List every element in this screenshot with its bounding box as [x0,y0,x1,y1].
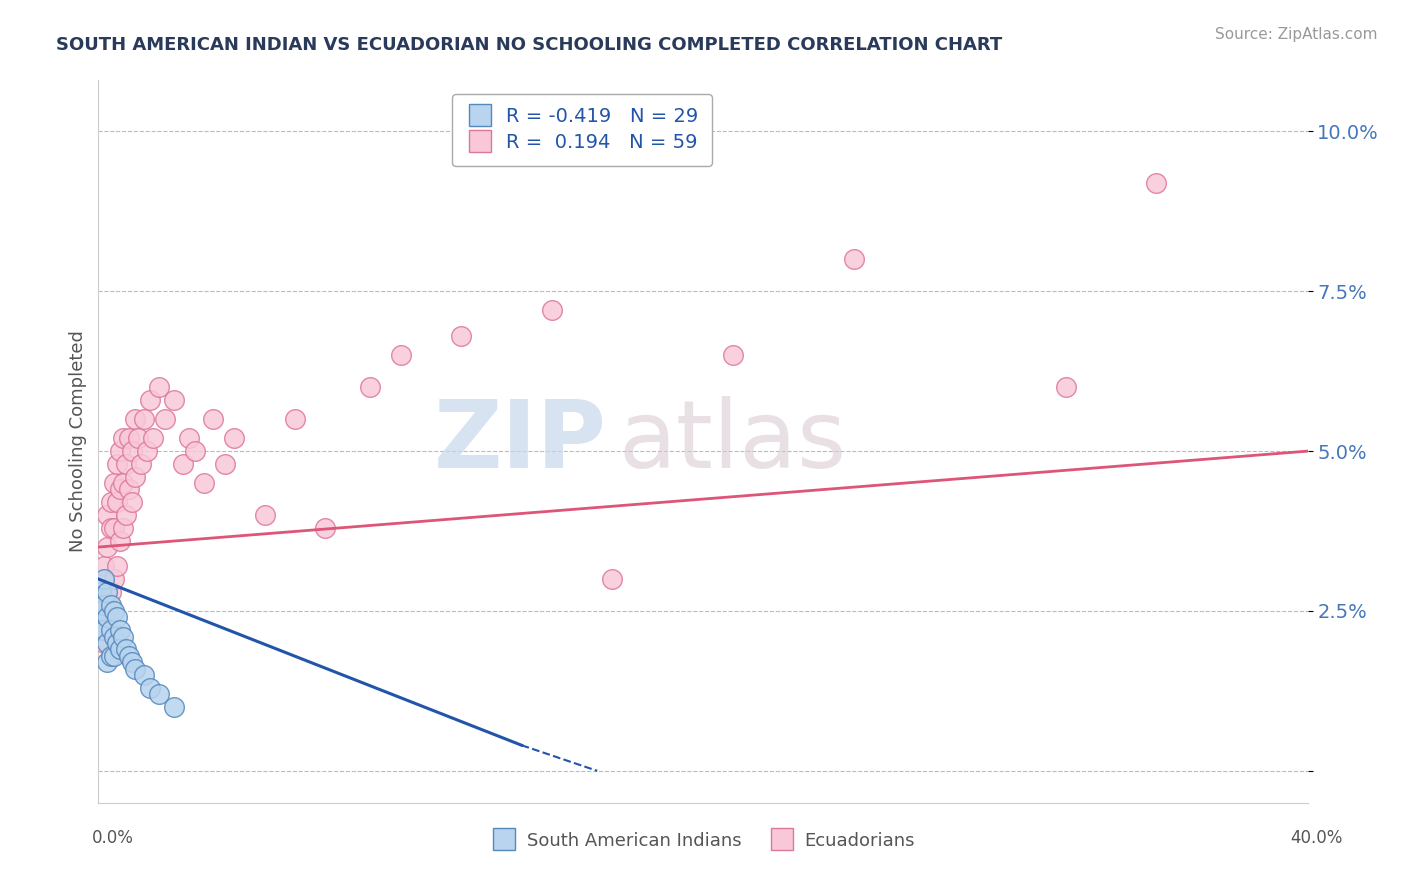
Point [129,457,152,471]
Point [114,508,136,522]
Point [93,584,115,599]
Y-axis label: No Schooling Completed: No Schooling Completed [69,331,87,552]
Point [142,431,165,445]
Point [153,412,176,426]
Point [111,431,134,445]
Point [202,412,225,426]
Point [100,521,122,535]
Point [360,380,382,394]
Point [121,444,143,458]
Point [100,584,122,599]
Point [135,444,157,458]
Point [105,495,128,509]
Point [132,668,155,682]
Point [96,584,118,599]
Point [163,392,186,407]
Point [114,457,136,471]
Point [108,444,131,458]
Point [90,584,112,599]
Text: ZIP: ZIP [433,395,606,488]
Text: 0.0%: 0.0% [91,829,134,847]
Point [844,252,866,267]
Point [127,431,149,445]
Point [90,623,112,637]
Point [389,348,412,362]
Point [179,431,201,445]
Point [314,521,336,535]
Text: Source: ZipAtlas.com: Source: ZipAtlas.com [1215,27,1378,42]
Point [93,559,115,574]
Point [108,483,131,497]
Point [100,495,122,509]
Point [118,483,141,497]
Point [121,655,143,669]
Point [103,572,125,586]
Point [214,457,236,471]
Text: SOUTH AMERICAN INDIAN VS ECUADORIAN NO SCHOOLING COMPLETED CORRELATION CHART: SOUTH AMERICAN INDIAN VS ECUADORIAN NO S… [56,36,1002,54]
Point [96,540,118,554]
Point [111,476,134,491]
Point [96,610,118,624]
Point [111,630,134,644]
Point [103,476,125,491]
Point [90,623,112,637]
Point [132,412,155,426]
Point [148,380,170,394]
Point [108,623,131,637]
Point [1144,176,1167,190]
Point [93,636,115,650]
Point [139,392,162,407]
Point [602,572,624,586]
Point [93,623,115,637]
Point [96,604,118,618]
Point [118,431,141,445]
Text: atlas: atlas [619,395,846,488]
Point [723,348,745,362]
Point [103,630,125,644]
Point [124,412,146,426]
Point [105,636,128,650]
Point [540,303,562,318]
Point [124,469,146,483]
Point [100,648,122,663]
Point [172,457,194,471]
Point [90,584,112,599]
Point [100,598,122,612]
Point [1054,380,1077,394]
Point [111,521,134,535]
Point [105,610,128,624]
Point [121,495,143,509]
Point [124,661,146,675]
Point [96,508,118,522]
Point [193,476,215,491]
Point [103,521,125,535]
Point [118,648,141,663]
Point [90,604,112,618]
Point [148,687,170,701]
Legend: South American Indians, Ecuadorians: South American Indians, Ecuadorians [482,822,924,859]
Point [103,648,125,663]
Point [103,604,125,618]
Point [284,412,307,426]
Point [450,329,472,343]
Point [100,623,122,637]
Point [163,699,186,714]
Point [105,457,128,471]
Point [253,508,276,522]
Point [96,636,118,650]
Point [105,559,128,574]
Point [139,681,162,695]
Point [224,431,246,445]
Point [93,598,115,612]
Point [96,655,118,669]
Point [93,572,115,586]
Text: 40.0%: 40.0% [1291,829,1343,847]
Point [108,642,131,657]
Point [114,642,136,657]
Point [108,533,131,548]
Point [184,444,207,458]
